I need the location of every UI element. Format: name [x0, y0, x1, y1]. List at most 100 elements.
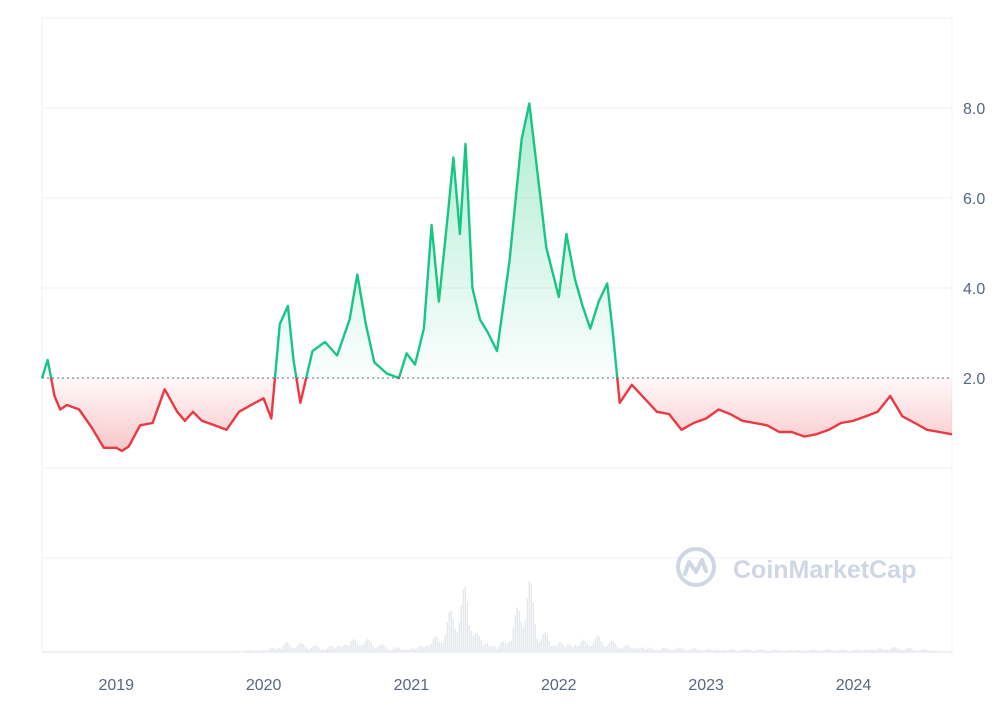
volume-bar — [428, 646, 431, 652]
volume-bar — [436, 636, 439, 652]
volume-bar — [584, 640, 587, 652]
volume-bar — [680, 648, 683, 652]
volume-bar — [710, 649, 713, 652]
volume-bar — [900, 650, 903, 652]
volume-bar — [298, 643, 301, 652]
volume-bar — [392, 649, 395, 652]
volume-bar — [630, 647, 633, 652]
volume-bar — [434, 635, 437, 652]
volume-bar — [528, 580, 531, 652]
volume-bar — [288, 643, 291, 652]
volume-bar — [566, 644, 569, 652]
volume-bar — [766, 650, 769, 652]
volume-bar — [836, 650, 839, 652]
volume-bar — [686, 650, 689, 652]
volume-bar — [864, 649, 867, 652]
volume-bar — [924, 649, 927, 652]
volume-bar — [810, 649, 813, 652]
volume-bar — [616, 646, 619, 652]
volume-bar — [440, 642, 443, 652]
volume-bar — [518, 611, 521, 652]
volume-bar — [912, 649, 915, 652]
volume-bar — [272, 647, 275, 652]
price-line-above — [40, 102, 619, 378]
volume-bar — [338, 645, 341, 652]
volume-bar — [260, 650, 263, 652]
volume-bar — [764, 650, 767, 652]
volume-bar — [516, 607, 519, 652]
volume-bar — [562, 644, 565, 652]
volume-bar — [278, 648, 281, 652]
volume-bar — [842, 649, 845, 652]
volume-bar — [598, 636, 601, 652]
volume-bar — [728, 649, 731, 652]
volume-bar — [696, 649, 699, 652]
volume-bar — [694, 648, 697, 652]
volume-bar — [740, 650, 743, 652]
volume-bar — [356, 643, 359, 652]
y-tick-label: 8.0 — [963, 101, 985, 118]
volume-bar — [558, 642, 561, 652]
volume-bar — [824, 649, 827, 652]
volume-bar — [650, 647, 653, 652]
volume-bar — [494, 646, 497, 652]
volume-bar — [450, 610, 453, 652]
volume-bar — [552, 645, 555, 652]
volume-bar — [920, 649, 923, 652]
volume-bar — [346, 645, 349, 652]
volume-bar — [368, 640, 371, 652]
volume-bar — [648, 647, 651, 652]
volume-bar — [474, 634, 477, 652]
volume-bar — [408, 649, 411, 652]
volume-bar — [602, 645, 605, 652]
volume-bar — [258, 650, 261, 652]
volume-bar — [888, 649, 891, 652]
volume-bar — [718, 650, 721, 652]
volume-bar — [626, 644, 629, 652]
volume-bar — [448, 612, 451, 652]
volume-bar — [538, 641, 541, 652]
volume-bar — [484, 643, 487, 652]
volume-bar — [738, 650, 741, 652]
volume-bar — [442, 642, 445, 652]
volume-bar — [350, 641, 353, 652]
volume-bar — [814, 649, 817, 652]
volume-bar — [512, 628, 515, 652]
volume-bar — [308, 649, 311, 652]
volume-bar — [874, 650, 877, 652]
volume-bar — [674, 649, 677, 652]
volume-bar — [748, 649, 751, 652]
volume-bar — [780, 650, 783, 652]
volume-bar — [784, 650, 787, 652]
volume-bar — [774, 649, 777, 652]
x-tick-label: 2023 — [688, 677, 724, 694]
volume-bar — [492, 645, 495, 652]
volume-bar — [412, 648, 415, 652]
volume-bar — [240, 651, 243, 652]
volume-bar — [376, 647, 379, 652]
volume-bar — [610, 640, 613, 652]
volume-bar — [896, 647, 899, 652]
volume-bar — [708, 648, 711, 652]
volume-bar — [514, 614, 517, 652]
volume-bar — [854, 649, 857, 652]
volume-bar — [778, 650, 781, 652]
volume-bar — [804, 650, 807, 652]
price-line — [40, 102, 953, 453]
volume-bar — [250, 650, 253, 652]
volume-bar — [692, 648, 695, 652]
volume-bar — [662, 648, 665, 652]
volume-bar — [930, 650, 933, 652]
volume-bar — [560, 642, 563, 652]
volume-bar — [316, 645, 319, 652]
price-area — [42, 103, 952, 451]
volume-bar — [846, 650, 849, 652]
volume-bar — [620, 648, 623, 652]
volume-bar — [236, 650, 239, 652]
volume-bar — [712, 650, 715, 652]
volume-bar — [938, 650, 941, 652]
volume-bar — [372, 646, 375, 652]
volume-bar — [330, 645, 333, 652]
volume-bar — [618, 648, 621, 652]
volume-bar — [394, 647, 397, 652]
